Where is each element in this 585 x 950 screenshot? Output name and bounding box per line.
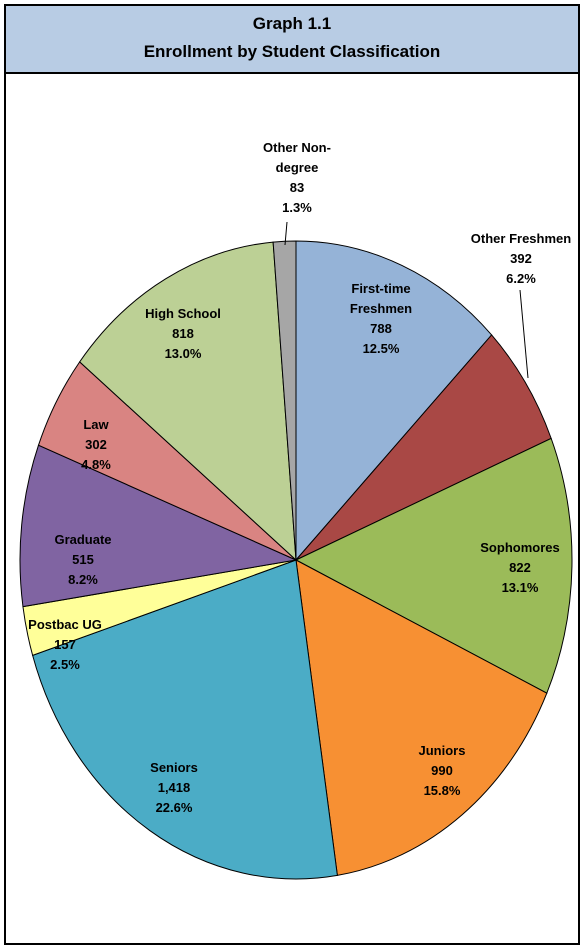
pie-slice-3 (295, 559, 548, 876)
slice-label-8: High School 818 13.0% (145, 306, 221, 361)
pie-slice-1 (295, 334, 552, 561)
slice-label-5: Postbac UG 157 2.5% (28, 617, 102, 672)
slice-label-9: Other Non-degree 83 1.3% (263, 140, 331, 215)
leader-line-1 (519, 289, 529, 379)
chart-title: Enrollment by Student Classification (143, 42, 441, 61)
leader-line-9 (284, 221, 288, 246)
slice-label-1: Other Freshmen 392 6.2% (471, 231, 571, 286)
chart-header: Graph 1.1 Enrollment by Student Classifi… (6, 6, 578, 74)
slice-label-7: Law 302 4.8% (81, 417, 111, 472)
pie-slice-2 (294, 437, 573, 694)
slice-label-4: Seniors 1,418 22.6% (150, 760, 198, 815)
slice-label-3: Juniors 990 15.8% (419, 743, 466, 798)
graph-number: Graph 1.1 (252, 14, 332, 33)
pie-slice-0 (295, 240, 493, 562)
pie-slice-4 (32, 559, 338, 880)
slice-label-0: First-time Freshmen 788 12.5% (350, 281, 412, 356)
pie-slice-6 (19, 444, 298, 608)
slice-label-2: Sophomores 822 13.1% (480, 540, 559, 595)
pie-slice-9 (272, 240, 297, 561)
pie-slice-8 (79, 241, 297, 562)
slice-label-6: Graduate 515 8.2% (54, 532, 111, 587)
